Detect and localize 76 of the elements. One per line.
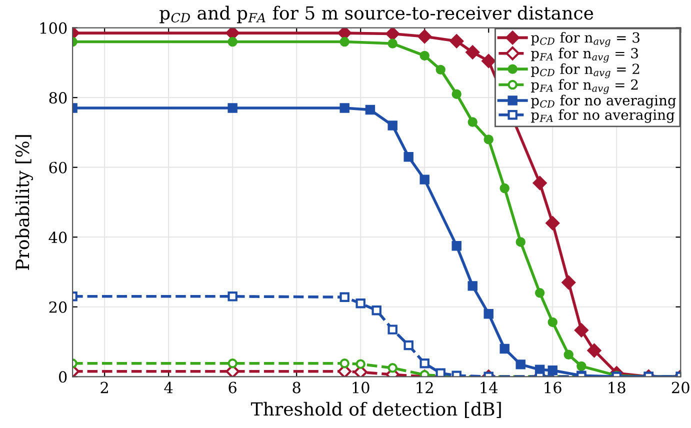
x-tick-label: 10 [352,382,370,394]
x-tick-label: 12 [416,382,433,394]
point [500,344,510,354]
point [228,103,238,113]
point [574,323,588,338]
point [548,317,558,328]
point [548,365,558,376]
y-axis-title: Probability [%] [15,135,33,270]
point [468,117,478,127]
point [388,324,398,334]
point [468,281,478,291]
x-tick-label: 16 [544,382,562,394]
point [484,134,494,144]
legend-label: p$_{CD}$ for n$_{avg}$ = 2 [531,63,640,78]
x-axis-title: Threshold of detection [dB] [250,402,501,418]
point [516,360,526,370]
y-tick-label: 40 [48,232,67,244]
legend-label: p$_{CD}$ for n$_{avg}$ = 3 [531,32,640,47]
y-tick-label: 100 [40,22,67,34]
point [228,36,238,47]
point [420,370,430,377]
point [388,363,398,373]
legend-label: p$_{CD}$ for no averaging [531,94,676,108]
point [340,36,350,47]
legend-label: p$_{FA}$ for no averaging [531,109,674,123]
point [484,308,494,319]
point [534,288,545,298]
point [372,306,382,316]
point [226,28,240,40]
x-tick-label: 6 [228,382,236,394]
point [388,120,398,130]
point [436,368,446,377]
point [404,340,414,350]
point [365,104,376,115]
point [452,89,462,99]
point [482,54,496,68]
point [340,358,350,368]
y-tick-label: 0 [58,371,67,383]
x-tick-label: 14 [480,382,498,394]
point [532,176,547,190]
x-tick-label: 20 [672,382,690,394]
point [420,50,430,61]
point [500,183,510,194]
point [388,38,398,48]
point [576,361,586,372]
point [587,344,602,358]
x-tick-label: 18 [608,382,626,394]
y-tick-label: 20 [49,301,67,313]
point [436,64,446,75]
point [356,359,366,369]
point [562,276,576,290]
legend-label: p$_{FA}$ for n$_{avg}$ = 2 [531,79,638,94]
point [546,216,560,230]
point [386,28,400,41]
point [450,34,464,48]
point [516,237,526,247]
point [466,45,480,60]
point [338,28,352,40]
legend-label: p$_{FA}$ for n$_{avg}$ = 3 [531,48,638,63]
point [564,350,574,360]
point [356,298,366,308]
chart-title: p$_{CD}$ and p$_{FA}$ for 5 m source-to-receiver distance [160,6,594,24]
point [228,292,238,302]
x-tick-label: 8 [292,382,300,394]
point [340,103,350,113]
point [418,30,432,44]
x-tick-label: 2 [100,382,108,394]
x-tick-label: 4 [164,382,173,394]
point [340,292,350,302]
point [228,358,238,368]
point [420,174,430,184]
point [420,358,430,368]
y-tick-label: 80 [49,92,67,104]
y-tick-label: 60 [49,162,67,174]
point [404,152,414,162]
point [452,240,462,251]
